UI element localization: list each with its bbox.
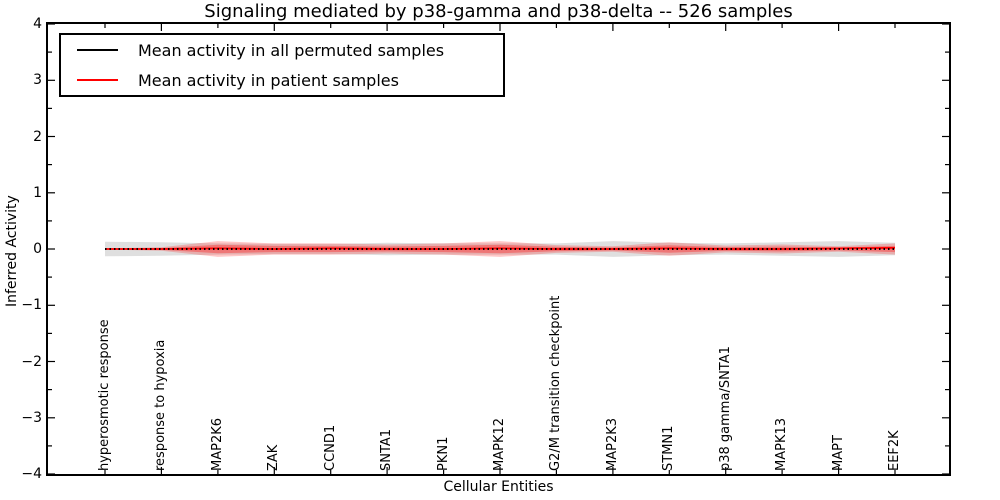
plot-area xyxy=(46,22,951,476)
legend-label-permuted: Mean activity in all permuted samples xyxy=(138,40,445,60)
x-axis-title: Cellular Entities xyxy=(443,479,554,495)
legend-item-permuted: Mean activity in all permuted samples xyxy=(61,35,503,65)
y-tick-label: 4 xyxy=(33,16,42,32)
y-tick-label: 2 xyxy=(33,128,42,145)
legend-label-patient: Mean activity in patient samples xyxy=(138,70,399,90)
chart-title: Signaling mediated by p38-gamma and p38-… xyxy=(204,1,793,22)
legend: Mean activity in all permuted samples Me… xyxy=(59,33,505,97)
black-line-swatch xyxy=(77,49,118,51)
red-line-swatch xyxy=(77,79,118,81)
y-tick-label: 3 xyxy=(33,72,42,89)
chart-canvas xyxy=(48,24,949,474)
y-tick-label: −3 xyxy=(21,409,42,426)
y-axis-title: Inferred Activity xyxy=(4,195,20,307)
legend-item-patient: Mean activity in patient samples xyxy=(61,65,503,95)
y-tick-label: −4 xyxy=(21,466,42,482)
y-tick-label: −2 xyxy=(21,353,42,370)
